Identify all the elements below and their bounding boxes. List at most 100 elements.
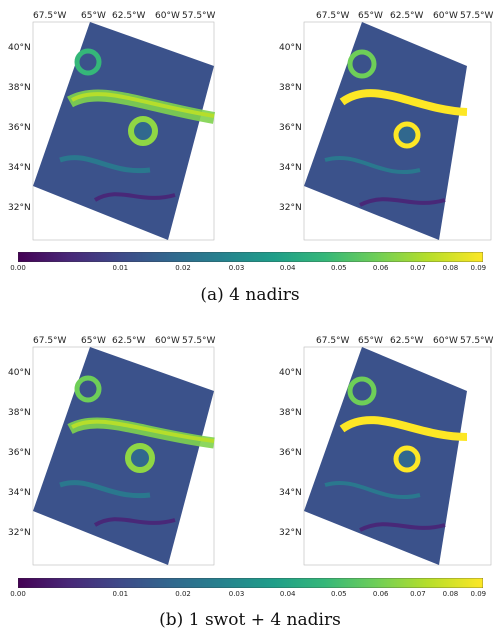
lon-label: 67.5°W	[33, 11, 67, 21]
colorbar-tick: 0.05	[331, 264, 347, 272]
eddy-north	[347, 49, 377, 79]
jet-core	[71, 92, 215, 118]
map-frame	[303, 346, 492, 566]
colorbar-tick: 0.03	[228, 590, 245, 598]
eddy-north	[74, 375, 102, 403]
filament	[59, 480, 151, 499]
colorbar-gradient	[18, 252, 483, 262]
ocean-field	[304, 347, 467, 565]
lat-label: 40°N	[279, 43, 302, 53]
colorbar-b	[18, 578, 483, 588]
lon-tick-labels: 67.5°W 65°W 62.5°W 60°W 57.5°W	[316, 11, 494, 21]
lat-label: 36°N	[279, 123, 302, 133]
lon-label: 65°W	[81, 11, 106, 21]
colorbar-tick: 0.02	[175, 264, 191, 272]
colorbar-tick: 0.06	[372, 264, 389, 272]
eddy-north	[347, 376, 377, 406]
lon-label: 62.5°W	[112, 336, 146, 346]
lat-label: 34°N	[279, 163, 302, 173]
filament	[93, 192, 176, 202]
map-panel-a-right: 67.5°W 65°W 62.5°W 60°W 57.5°W 40°N 38°N…	[279, 11, 494, 241]
lon-label: 65°W	[358, 11, 383, 21]
jet-current	[339, 416, 468, 441]
colorbar-tick: 0.01	[112, 590, 129, 598]
lat-tick-labels: 40°N 38°N 36°N 34°N 32°N	[8, 368, 31, 538]
lat-label: 36°N	[8, 123, 31, 133]
filament	[93, 517, 176, 527]
lat-label: 40°N	[8, 368, 31, 378]
lat-label: 32°N	[8, 528, 31, 538]
filament	[359, 522, 446, 532]
eddy	[393, 121, 421, 149]
colorbar-a-ticks: 0.00 0.01 0.02 0.03 0.04 0.05 0.06 0.07 …	[10, 264, 486, 276]
lat-label: 38°N	[279, 83, 302, 93]
lon-label: 65°W	[358, 336, 383, 346]
colorbar-tick: 0.04	[279, 590, 296, 598]
lon-label: 57.5°W	[182, 336, 216, 346]
eddy-north	[74, 48, 102, 76]
lat-label: 32°N	[8, 203, 31, 213]
map-frame	[32, 346, 215, 566]
lon-label: 62.5°W	[112, 11, 146, 21]
colorbar-gradient	[18, 578, 483, 588]
lat-label: 38°N	[8, 408, 31, 418]
lon-label: 62.5°W	[390, 11, 424, 21]
lat-label: 38°N	[8, 83, 31, 93]
lat-label: 36°N	[279, 448, 302, 458]
lon-label: 67.5°W	[33, 336, 67, 346]
eddy	[393, 445, 421, 473]
lat-label: 34°N	[279, 488, 302, 498]
lon-label: 67.5°W	[316, 336, 350, 346]
lon-label: 60°W	[155, 336, 180, 346]
colorbar-tick: 0.08	[442, 590, 459, 598]
ocean-field	[33, 347, 214, 565]
colorbar-tick: 0.06	[372, 590, 389, 598]
lon-label: 60°W	[433, 11, 458, 21]
map-panel-a-left: 67.5°W 65°W 62.5°W 60°W 57.5°W 40°N 38°N…	[8, 11, 216, 241]
colorbar-tick: 0.00	[10, 590, 26, 598]
lon-label: 57.5°W	[460, 11, 494, 21]
colorbar-tick: 0.00	[10, 264, 26, 272]
eddy	[128, 116, 158, 146]
lon-label: 57.5°W	[182, 11, 216, 21]
ocean-field	[304, 22, 467, 240]
colorbar-tick: 0.02	[175, 590, 191, 598]
colorbar-tick: 0.04	[279, 264, 296, 272]
lat-label: 34°N	[8, 488, 31, 498]
colorbar-tick: 0.09	[470, 590, 487, 598]
lat-label: 32°N	[279, 203, 302, 213]
colorbar-tick: 0.08	[442, 264, 459, 272]
lat-label: 34°N	[8, 163, 31, 173]
lon-label: 62.5°W	[390, 336, 424, 346]
colorbar-tick: 0.07	[410, 264, 426, 272]
colorbar-a	[18, 252, 483, 262]
filament	[324, 156, 421, 174]
lat-tick-labels: 40°N 38°N 36°N 34°N 32°N	[279, 43, 302, 213]
colorbar-tick: 0.03	[228, 264, 245, 272]
colorbar-tick: 0.01	[112, 264, 129, 272]
lon-tick-labels: 67.5°W 65°W 62.5°W 60°W 57.5°W	[33, 11, 216, 21]
lat-label: 40°N	[279, 368, 302, 378]
lon-label: 65°W	[81, 336, 106, 346]
jet-current	[339, 89, 468, 116]
filament	[359, 197, 446, 207]
colorbar-tick: 0.09	[470, 264, 487, 272]
map-panel-b-left: 67.5°W 65°W 62.5°W 60°W 57.5°W 40°N 38°N…	[8, 336, 216, 566]
lon-label: 60°W	[155, 11, 180, 21]
colorbar-b-ticks: 0.00 0.01 0.02 0.03 0.04 0.05 0.06 0.07 …	[10, 590, 486, 602]
map-panel-b-right: 67.5°W 65°W 62.5°W 60°W 57.5°W 40°N 38°N…	[279, 336, 494, 566]
lat-label: 38°N	[279, 408, 302, 418]
lon-label: 60°W	[433, 336, 458, 346]
lat-tick-labels: 40°N 38°N 36°N 34°N 32°N	[8, 43, 31, 213]
lon-tick-labels: 67.5°W 65°W 62.5°W 60°W 57.5°W	[33, 336, 216, 346]
lon-label: 57.5°W	[460, 336, 494, 346]
eddy	[125, 443, 155, 473]
filament	[324, 481, 421, 499]
lon-tick-labels: 67.5°W 65°W 62.5°W 60°W 57.5°W	[316, 336, 494, 346]
lat-label: 40°N	[8, 43, 31, 53]
colorbar-tick: 0.07	[410, 590, 426, 598]
map-frame	[303, 21, 492, 241]
lon-label: 67.5°W	[316, 11, 350, 21]
lat-tick-labels: 40°N 38°N 36°N 34°N 32°N	[279, 368, 302, 538]
filament	[59, 155, 151, 174]
